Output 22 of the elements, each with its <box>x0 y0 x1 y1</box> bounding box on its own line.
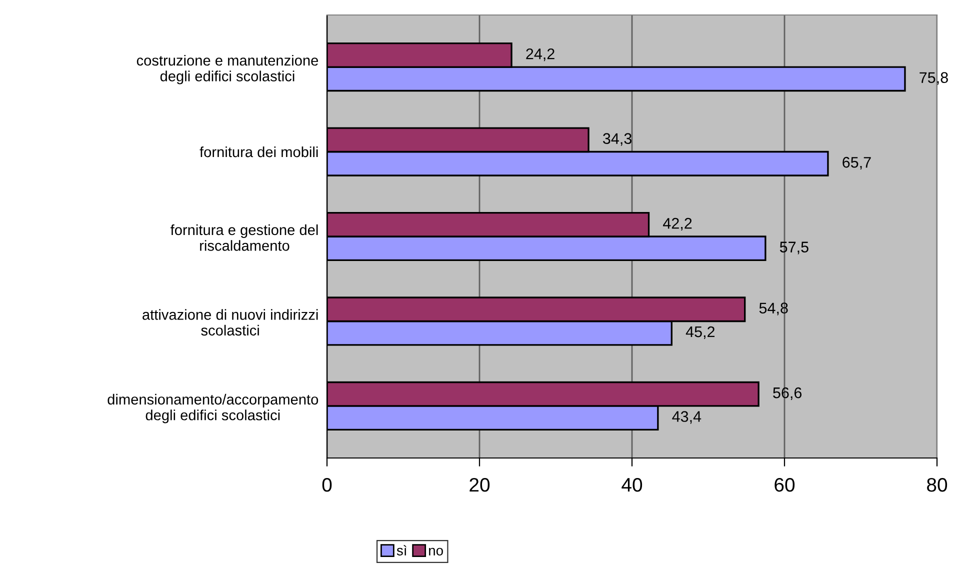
data-label: 54,8 <box>759 302 788 316</box>
y-tick-label: fornitura dei mobili <box>200 146 318 158</box>
x-tick-label: 80 <box>927 478 948 492</box>
legend-label: no <box>429 548 443 556</box>
data-label: 75,8 <box>920 72 948 85</box>
x-tick-label: 0 <box>322 478 332 492</box>
data-label: 57,5 <box>780 242 808 254</box>
x-tick-label: 40 <box>622 478 642 492</box>
data-label: 34,3 <box>603 133 632 146</box>
data-label: 42,2 <box>663 218 692 231</box>
y-tick-label: dimensionamento/accorpamento degli edifici scolastici <box>108 394 318 424</box>
data-label: 45,2 <box>686 326 715 340</box>
data-label: 24,2 <box>526 48 554 62</box>
data-label: 43,4 <box>672 411 702 424</box>
y-tick-label: costruzione e manutenzione degli edifici scolastici <box>136 54 318 84</box>
data-label: 65,7 <box>842 156 871 170</box>
y-tick-label: fornitura e gestione del riscaldamento <box>170 224 318 251</box>
data-label: 56,6 <box>773 387 802 400</box>
y-tick-label: attivazione di nuovi indirizzi scolastici <box>142 309 318 336</box>
x-tick-label: 60 <box>774 478 795 492</box>
legend-label: sì <box>396 545 406 556</box>
x-tick-label: 20 <box>470 478 490 492</box>
